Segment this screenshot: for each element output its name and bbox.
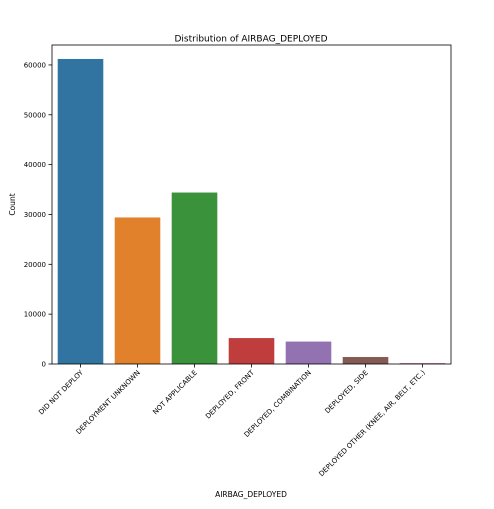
x-axis-label: AIRBAG_DEPLOYED [215,490,287,499]
x-tick-label: DID NOT DEPLOY [37,368,85,416]
y-tick-label: 60000 [24,61,46,69]
x-tick-label: DEPLOYMENT UNKNOWN [75,369,142,436]
y-tick-label: 50000 [24,111,46,119]
x-tick-label: DEPLOYED, SIDE [323,369,369,415]
plot-frame [51,44,452,365]
x-tick-label: NOT APPLICABLE [151,369,199,417]
y-tick-label: 10000 [24,311,46,319]
bars-group [57,58,446,365]
chart-title: Distribution of AIRBAG_DEPLOYED [174,35,327,45]
y-axis-label: Count [8,193,17,215]
y-axis-ticks: 0 10000 20000 30000 40000 50000 60000 [24,61,52,369]
x-tick-label: DEPLOYED OTHER (KNEE, AIR, BELT, ETC.) [318,369,428,479]
bar [285,341,332,364]
bar [228,338,275,364]
bar [57,58,104,365]
x-tick-label: DEPLOYED, FRONT [204,368,256,420]
bar [171,192,218,364]
bar [342,357,389,364]
y-tick-label: 0 [42,361,46,369]
y-tick-label: 30000 [24,211,46,219]
bar [399,363,446,364]
y-tick-label: 40000 [24,161,46,169]
x-tick-label: DEPLOYED, COMBINATION [243,369,313,439]
y-tick-label: 20000 [24,261,46,269]
bar [114,217,161,364]
